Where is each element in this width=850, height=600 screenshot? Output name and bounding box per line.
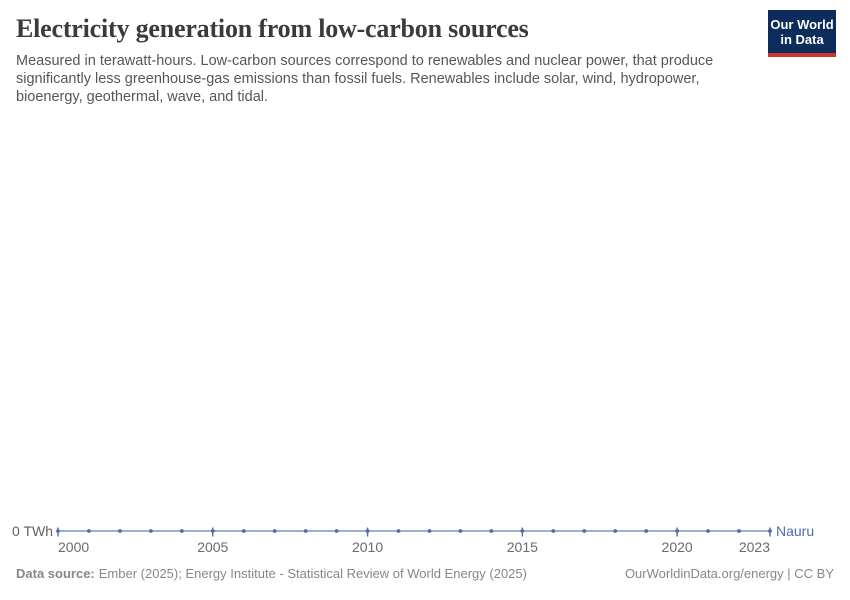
data-point-2008[interactable] <box>303 529 308 533</box>
data-point-2015[interactable] <box>520 529 525 533</box>
owid-logo[interactable]: Our World in Data <box>768 10 836 57</box>
data-point-2006[interactable] <box>241 529 246 533</box>
data-point-2011[interactable] <box>396 529 401 533</box>
footer-attribution: OurWorldinData.org/energy | CC BY <box>624 566 834 581</box>
subtitle-line-3: bioenergy, geothermal, wave, and tidal. <box>16 89 269 105</box>
entity-label-nauru[interactable]: Nauru <box>776 523 814 539</box>
data-point-2001[interactable] <box>87 529 91 533</box>
chart-footer: Data source: Ember (2025); Energy Institu… <box>16 566 834 582</box>
data-source-text: Ember (2025); Energy Institute - Statist… <box>98 566 527 581</box>
owid-logo-line-2: in Data <box>780 32 824 47</box>
data-point-2019[interactable] <box>644 529 649 533</box>
data-point-2016[interactable] <box>551 529 556 533</box>
data-point-2012[interactable] <box>427 529 432 533</box>
data-point-2009[interactable] <box>334 529 339 533</box>
data-point-2021[interactable] <box>706 529 710 533</box>
subtitle-line-1: Measured in terawatt-hours. Low-carbon s… <box>16 53 714 69</box>
x-tick-label-2005: 2005 <box>197 539 228 555</box>
data-point-2003[interactable] <box>148 529 153 533</box>
data-point-2005[interactable] <box>210 529 215 533</box>
data-source[interactable]: Data source: Ember (2025); Energy Institu… <box>16 566 527 582</box>
chart-subtitle: Measured in terawatt-hours. Low-carbon s… <box>16 52 713 106</box>
data-point-2002[interactable] <box>118 529 122 533</box>
data-point-2022[interactable] <box>737 529 741 533</box>
data-point-2014[interactable] <box>489 529 494 533</box>
x-tick-label-2015: 2015 <box>507 539 538 555</box>
data-point-2023[interactable] <box>768 529 772 533</box>
x-tick-label-2010: 2010 <box>352 539 383 555</box>
y-tick-label: 0 TWh <box>12 523 53 539</box>
subtitle-line-2: significantly less greenhouse-gas emissi… <box>16 71 700 87</box>
data-source-label: Data source: <box>16 566 95 581</box>
data-point-2004[interactable] <box>179 529 184 533</box>
data-point-2013[interactable] <box>458 529 463 533</box>
page-title: Electricity generation from low-carbon s… <box>16 14 529 43</box>
owid-logo-line-1: Our World <box>770 17 834 32</box>
x-tick-label-2023: 2023 <box>739 539 770 555</box>
data-point-2010[interactable] <box>365 529 370 533</box>
data-point-2007[interactable] <box>272 529 277 533</box>
data-point-2017[interactable] <box>582 529 587 533</box>
data-point-2000[interactable] <box>56 529 60 533</box>
x-tick-label-2000: 2000 <box>58 539 89 555</box>
x-tick-label-2020: 2020 <box>662 539 693 555</box>
data-point-2020[interactable] <box>675 529 680 533</box>
data-point-2018[interactable] <box>613 529 618 533</box>
